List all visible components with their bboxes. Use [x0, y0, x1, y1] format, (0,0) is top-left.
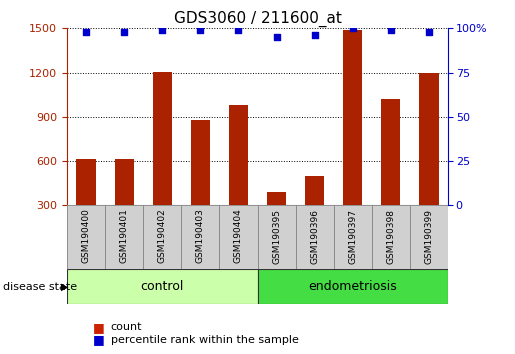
- Bar: [105, 205, 143, 269]
- Text: GSM190402: GSM190402: [158, 209, 167, 263]
- Bar: [258, 205, 296, 269]
- Bar: [76, 159, 96, 250]
- Point: [120, 29, 128, 35]
- Bar: [67, 205, 105, 269]
- Text: GSM190396: GSM190396: [310, 209, 319, 263]
- Text: ▶: ▶: [61, 282, 68, 292]
- Text: GSM190395: GSM190395: [272, 209, 281, 263]
- Text: ■: ■: [93, 333, 105, 346]
- Text: endometriosis: endometriosis: [308, 280, 397, 293]
- Bar: [382, 99, 401, 250]
- Point: [234, 27, 243, 33]
- Point: [349, 25, 357, 31]
- Text: GSM190403: GSM190403: [196, 209, 205, 263]
- Text: disease state: disease state: [3, 282, 77, 292]
- Bar: [114, 159, 134, 250]
- Text: GSM190397: GSM190397: [348, 209, 357, 263]
- Point: [425, 29, 433, 35]
- Text: control: control: [141, 280, 184, 293]
- Bar: [181, 205, 219, 269]
- Text: GSM190398: GSM190398: [386, 209, 396, 263]
- Point: [311, 33, 319, 38]
- Bar: [372, 205, 410, 269]
- Bar: [267, 192, 286, 250]
- Bar: [143, 205, 181, 269]
- Bar: [344, 30, 363, 250]
- Text: percentile rank within the sample: percentile rank within the sample: [111, 335, 299, 345]
- Text: GSM190399: GSM190399: [424, 209, 434, 263]
- Bar: [229, 105, 248, 250]
- Point: [272, 34, 281, 40]
- Bar: [410, 205, 448, 269]
- Text: count: count: [111, 322, 142, 332]
- Text: GSM190401: GSM190401: [119, 209, 129, 263]
- Text: ■: ■: [93, 321, 105, 334]
- Bar: [419, 73, 439, 250]
- Bar: [153, 72, 172, 250]
- Point: [196, 27, 204, 33]
- Title: GDS3060 / 211600_at: GDS3060 / 211600_at: [174, 11, 341, 27]
- Text: GSM190404: GSM190404: [234, 209, 243, 263]
- Point: [82, 29, 90, 35]
- Bar: [67, 269, 258, 304]
- Bar: [305, 176, 324, 250]
- Bar: [219, 205, 258, 269]
- Bar: [258, 269, 448, 304]
- Bar: [296, 205, 334, 269]
- Bar: [334, 205, 372, 269]
- Point: [387, 27, 395, 33]
- Bar: [191, 120, 210, 250]
- Text: GSM190400: GSM190400: [81, 209, 91, 263]
- Point: [158, 27, 166, 33]
